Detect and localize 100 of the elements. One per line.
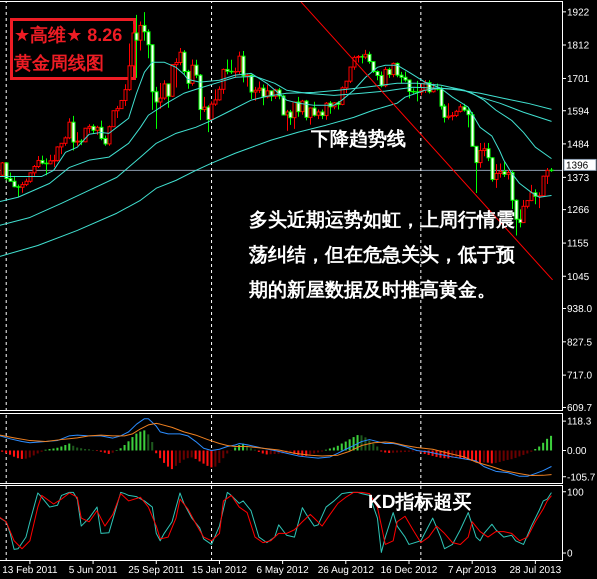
- bar: [206, 450, 208, 466]
- candlestick: [246, 72, 250, 88]
- bar: [166, 450, 170, 467]
- x-tick-label: 25 Sep 2011: [128, 565, 185, 576]
- candlestick: [242, 50, 246, 83]
- candlestick: [324, 101, 328, 120]
- bar: [32, 450, 35, 456]
- bar: [388, 450, 390, 453]
- bar: [76, 448, 78, 450]
- bar: [135, 434, 138, 450]
- bar: [340, 444, 343, 450]
- bar: [163, 450, 166, 463]
- y-tick-label: 1155: [567, 238, 589, 250]
- y-tick-label: -105.7: [567, 472, 596, 484]
- candlestick: [416, 80, 420, 102]
- bar: [372, 444, 374, 450]
- bar: [68, 444, 70, 450]
- x-tick-label: 6 May 2012: [256, 565, 310, 576]
- candlestick: [134, 14, 138, 78]
- candlestick: [312, 101, 316, 117]
- bar: [502, 450, 505, 461]
- y-tick-label: 1266: [567, 205, 590, 216]
- bar: [36, 450, 39, 454]
- bar: [332, 448, 335, 450]
- bar: [194, 450, 197, 459]
- candlestick: [158, 82, 162, 110]
- bar: [159, 450, 162, 458]
- bar: [182, 450, 185, 460]
- candlestick: [44, 158, 48, 176]
- candlestick: [226, 58, 230, 75]
- bar: [155, 450, 158, 454]
- candlestick: [502, 161, 506, 178]
- candlestick: [494, 164, 498, 188]
- bar: [376, 446, 378, 450]
- y-tick-label: 827.5: [567, 337, 592, 348]
- bar: [5, 450, 8, 454]
- candlestick: [288, 109, 292, 126]
- text: ★高维★ 8.26 黄金周线图: [10, 18, 136, 80]
- candlestick: [190, 58, 194, 86]
- candlestick: [388, 67, 392, 78]
- x-tick-label: 26 Aug 2012: [318, 565, 374, 576]
- candlestick: [92, 124, 96, 134]
- candlestick: [238, 51, 242, 74]
- bar: [127, 441, 130, 450]
- bar: [124, 445, 126, 450]
- x-tick-label: 15 Jan 2012: [192, 565, 248, 576]
- bar: [526, 450, 528, 454]
- candlestick: [138, 21, 142, 51]
- bar: [498, 450, 501, 462]
- y-tick-label: 100: [567, 487, 584, 498]
- candlestick: [316, 109, 320, 120]
- y-tick-label: 1812: [567, 40, 590, 52]
- candlestick: [292, 100, 296, 130]
- bar: [486, 450, 489, 463]
- bar: [147, 434, 150, 450]
- candlestick: [96, 125, 100, 136]
- bar: [143, 430, 146, 450]
- candlestick: [384, 66, 388, 88]
- candlestick: [320, 109, 324, 120]
- candlestick: [296, 96, 300, 118]
- bar: [482, 450, 485, 462]
- bar: [108, 450, 110, 454]
- bar: [222, 450, 224, 458]
- bar: [313, 450, 316, 454]
- candlestick: [48, 154, 52, 165]
- bar: [514, 450, 517, 458]
- bar: [522, 450, 524, 455]
- y-tick-label: 118.3: [567, 416, 592, 428]
- bar: [198, 450, 201, 462]
- bar: [234, 448, 236, 450]
- bar: [494, 450, 497, 463]
- bar: [218, 450, 220, 463]
- bar: [490, 450, 493, 464]
- candlestick: [250, 74, 254, 100]
- bar: [506, 450, 509, 460]
- bar: [510, 450, 513, 460]
- bar: [210, 450, 212, 468]
- bar: [202, 450, 205, 464]
- candlestick: [230, 59, 234, 74]
- candlestick: [20, 181, 24, 194]
- candlestick: [506, 170, 510, 180]
- bar: [178, 450, 181, 463]
- candlestick: [76, 132, 80, 146]
- candlestick: [202, 96, 206, 112]
- bar: [56, 448, 58, 450]
- ref-line-label: 1396: [566, 160, 589, 172]
- bar: [170, 450, 173, 470]
- x-tick-label: 7 Apr 2013: [448, 565, 497, 576]
- y-tick-label: 1594: [567, 106, 590, 118]
- y-tick-label: 1045: [567, 272, 590, 283]
- y-tick-label: 0: [567, 548, 573, 560]
- y-tick-label: 938.0: [567, 304, 592, 316]
- bar: [131, 437, 134, 450]
- bar: [262, 450, 264, 454]
- candlestick: [478, 142, 482, 168]
- bar: [16, 450, 19, 458]
- candlestick: [300, 99, 304, 116]
- bar: [214, 450, 216, 467]
- candlestick: [364, 49, 368, 60]
- candlestick: [308, 106, 312, 126]
